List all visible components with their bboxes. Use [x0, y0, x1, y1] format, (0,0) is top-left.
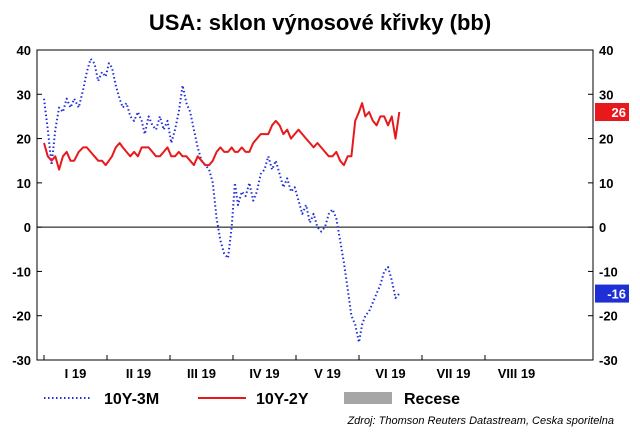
source-note: Zdroj: Thomson Reuters Datastream, Ceska… — [346, 415, 614, 427]
y-axis-right: 40 30 20 10 0 -10 -20 -30 — [588, 43, 618, 368]
y-axis-left: 40 30 20 10 0 -10 -20 -30 — [12, 43, 42, 368]
x-tick-label: I 19 — [65, 366, 87, 381]
x-tick-label: V 19 — [314, 366, 341, 381]
x-tick-label: VII 19 — [437, 366, 471, 381]
x-tick-label: II 19 — [126, 366, 151, 381]
x-tick-label: III 19 — [187, 366, 216, 381]
y-tick-label-left: 10 — [17, 176, 31, 191]
y-tick-label-left: 0 — [24, 220, 31, 235]
value-badge-label-10y-3m: -16 — [607, 287, 626, 302]
value-badge-10y-2y — [595, 103, 629, 121]
x-tick-label: VIII 19 — [498, 366, 536, 381]
legend-label-10y-2y: 10Y-2Y — [256, 391, 309, 408]
x-axis: I 19 II 19 III 19 IV 19 V 19 VI 19 VII 19 VIII … — [43, 355, 536, 381]
legend-label-recese: Recese — [404, 391, 460, 408]
y-tick-label-right: 40 — [599, 43, 613, 58]
chart-title: USA: sklon výnosové křivky (bb) — [149, 10, 491, 35]
value-badge-label-10y-2y: 26 — [612, 105, 626, 120]
y-tick-label-right: 0 — [599, 220, 606, 235]
y-tick-label-left: 40 — [17, 43, 31, 58]
y-tick-label-left: 30 — [17, 87, 31, 102]
y-tick-label-right: -20 — [599, 309, 618, 324]
y-tick-label-right: -10 — [599, 264, 618, 279]
series-line-10y-3m — [43, 57, 401, 344]
y-tick-label-left: -10 — [12, 264, 31, 279]
y-tick-label-left: -30 — [12, 353, 31, 368]
x-tick-label: VI 19 — [375, 366, 405, 381]
y-tick-label-left: 20 — [17, 132, 31, 147]
value-badges: -16 26 — [595, 103, 629, 303]
y-tick-label-right: 20 — [599, 132, 613, 147]
series-layer — [43, 57, 401, 344]
legend-swatch-recese — [344, 392, 392, 404]
series-line-10y-2y — [43, 102, 401, 171]
y-tick-label-right: 10 — [599, 176, 613, 191]
y-tick-label-left: -20 — [12, 309, 31, 324]
value-badge-10y-3m — [595, 284, 629, 303]
legend-label-10y-3m: 10Y-3M — [104, 391, 159, 408]
x-tick-label: IV 19 — [249, 366, 279, 381]
y-tick-label-right: -30 — [599, 353, 618, 368]
legend: 10Y-3M 10Y-2Y Recese — [44, 391, 460, 408]
y-tick-label-right: 30 — [599, 87, 613, 102]
plot-frame — [36, 49, 594, 361]
